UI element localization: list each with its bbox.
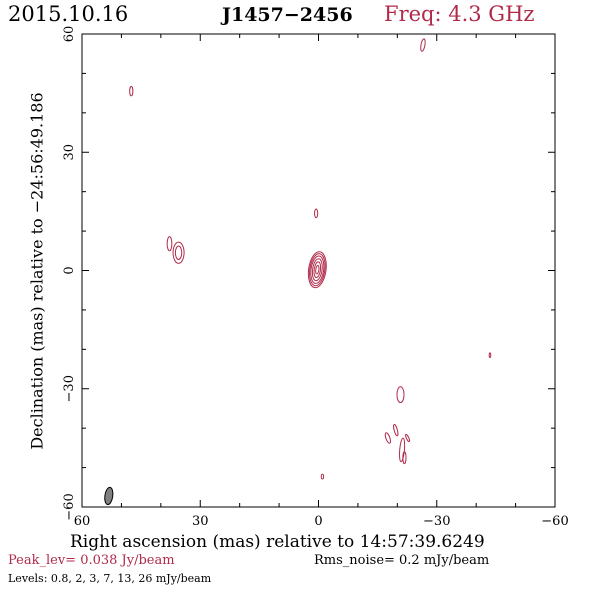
contour-ellipse	[313, 261, 322, 279]
contour-ellipse	[488, 352, 492, 359]
y-axis-label: Declination (mas) relative to −24:56:49.…	[27, 92, 47, 450]
contour-ellipse	[129, 85, 134, 97]
x-tick-label: 30	[192, 514, 209, 529]
peak-level: Peak_lev= 0.038 Jy/beam	[8, 553, 175, 568]
axis-tick-labels: 60 30 0 −30 −60 −60 −30 0 30 60	[62, 26, 569, 529]
x-axis-label: Right ascension (mas) relative to 14:57:…	[70, 532, 485, 552]
contour-ellipse	[174, 245, 183, 260]
contour-ellipse	[384, 432, 392, 444]
frequency-label: Freq: 4.3 GHz	[384, 2, 535, 26]
x-tick-label: 0	[314, 514, 322, 529]
contour-ellipse	[172, 241, 185, 264]
contour-ellipse	[320, 473, 325, 480]
contour-ellipse	[402, 451, 407, 465]
source-name: J1457−2456	[222, 4, 353, 26]
contour-levels: Levels: 0.8, 2, 3, 7, 13, 26 mJy/beam	[8, 572, 212, 585]
contour-ellipse	[314, 208, 319, 219]
contour-ellipse	[396, 386, 405, 404]
contour-ellipse	[405, 433, 411, 443]
y-tick-label: −60	[62, 493, 77, 520]
contour-ellipse	[166, 236, 173, 252]
rms-noise: Rms_noise= 0.2 mJy/beam	[314, 553, 490, 568]
contour-ellipse	[393, 423, 399, 437]
beam-ellipse	[104, 486, 114, 506]
y-tick-label: 0	[62, 266, 77, 274]
y-tick-label: 30	[62, 144, 77, 161]
contour-ellipse	[398, 437, 406, 463]
y-tick-label: −30	[62, 375, 77, 402]
contour-ellipse	[420, 38, 426, 52]
contour-ellipse	[310, 255, 325, 284]
x-tick-label: −30	[423, 514, 450, 529]
x-tick-label: −60	[541, 514, 568, 529]
contour-group	[104, 38, 492, 506]
contour-ellipse	[311, 258, 323, 282]
observation-date: 2015.10.16	[8, 2, 129, 26]
contour-ellipse	[315, 264, 320, 275]
x-tick-label: 60	[74, 514, 91, 529]
contour-ellipse	[309, 253, 326, 287]
y-tick-label: 60	[62, 26, 77, 43]
axis-ticks	[81, 33, 556, 508]
contour-ellipse	[307, 251, 327, 289]
